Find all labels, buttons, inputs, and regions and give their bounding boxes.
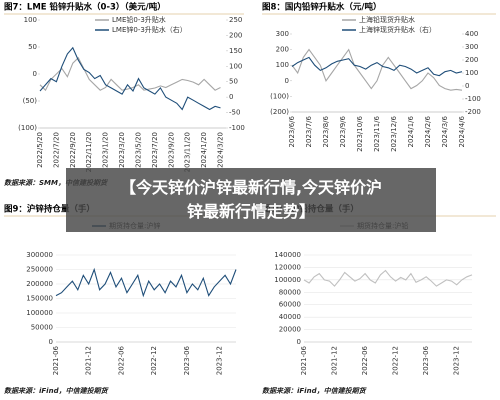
y-tick-label: 200000 <box>26 280 53 288</box>
y-tick-label: 200 <box>276 46 289 54</box>
y2-tick-label: -100 <box>465 95 481 103</box>
chart-title: 图7：LME 铅锌升贴水（0-3）（美元/吨） <box>4 2 166 13</box>
y2-tick-label: 200 <box>465 56 478 64</box>
x-tick-label: 2023/8/6 <box>322 115 330 147</box>
x-tick-label: 2022-06 <box>117 345 125 375</box>
x-tick-label: 2022/7/20 <box>52 132 60 168</box>
y2-tick-label: -100 <box>229 124 245 132</box>
y2-tick-label: 300 <box>465 43 478 51</box>
x-tick-label: 2021-06 <box>52 345 60 375</box>
x-tick-label: 2023/12/6 <box>390 115 398 151</box>
y2-tick-label: 400 <box>465 30 478 38</box>
x-tick-label: 2024/1/20 <box>200 132 208 168</box>
x-tick-label: 2022-12 <box>392 346 400 375</box>
source-note: 数据来源：iFind，中信建投期货 <box>4 386 110 395</box>
x-tick-label: 2024/3/20 <box>217 132 225 168</box>
x-tick-label: 2024/3/6 <box>441 115 449 147</box>
y-tick-label: 0 <box>285 77 289 85</box>
x-tick-label: 2022-06 <box>361 345 369 375</box>
series-line <box>39 46 221 111</box>
x-tick-label: 2022/9/20 <box>69 132 77 168</box>
y-tick-label: 50000 <box>31 324 53 332</box>
x-tick-label: 2023/11/20 <box>184 132 192 172</box>
y2-tick-label: 150 <box>229 47 242 55</box>
y-tick-label: 150000 <box>26 295 53 303</box>
x-tick-label: 2023-12 <box>453 346 461 375</box>
banner: 【今天锌价沪锌最新行情,今天锌价沪 锌最新行情走势】 <box>66 168 436 232</box>
y-tick-label: 40000 <box>279 313 301 321</box>
x-tick-label: 2023-06 <box>422 345 430 375</box>
x-tick-label: 2023/7/20 <box>151 132 159 168</box>
y-tick-label: 0 <box>49 338 53 346</box>
y-tick-label: 50 <box>28 43 37 51</box>
y2-tick-label: -200 <box>465 108 481 116</box>
y-tick-label: (50) <box>23 97 38 105</box>
x-tick-label: 2022/11/20 <box>85 132 93 172</box>
legend-label: LME锌0-3升贴水（右） <box>112 25 187 34</box>
y2-tick-label: 250 <box>229 16 242 24</box>
chart-title: 图8：国内铅锌升贴水（元/吨） <box>262 2 382 13</box>
y-tick-label: 0 <box>297 338 301 346</box>
y2-tick-label: 0 <box>465 82 469 90</box>
x-tick-label: 2023/3/20 <box>118 132 126 168</box>
x-tick-label: 2023/6/6 <box>288 115 296 147</box>
y-tick-label: 250000 <box>26 266 53 274</box>
y-tick-label: 20000 <box>279 326 301 334</box>
x-tick-label: 2022/5/20 <box>36 132 44 168</box>
source-note: 数据来源：SMM，中信建投期货 <box>4 178 109 187</box>
y2-tick-label: 0 <box>229 93 233 101</box>
y-tick-label: 100 <box>24 16 37 24</box>
x-tick-label: 2024/2/6 <box>424 115 432 147</box>
legend-label: LME铅0-3升贴水 <box>112 15 166 24</box>
series-line <box>55 267 237 298</box>
x-tick-label: 2023-06 <box>183 345 191 375</box>
y-tick-label: 100 <box>276 61 289 69</box>
x-tick-label: 2023/9/6 <box>339 115 347 147</box>
x-tick-label: 2022-12 <box>150 346 158 375</box>
x-tick-label: 2021-12 <box>331 346 339 375</box>
series-line <box>39 56 221 92</box>
source-note: 数据来源：iFind，中信建投期货 <box>262 386 368 395</box>
x-tick-label: 2021-12 <box>85 346 93 375</box>
y-tick-label: 120000 <box>274 263 301 271</box>
y-tick-label: 140000 <box>274 251 301 259</box>
y-tick-label: 0 <box>33 70 37 78</box>
x-tick-label: 2023/5/20 <box>134 132 142 168</box>
banner-line: 锌最新行情走势】 <box>186 202 315 221</box>
legend-label: 上海铅现货升贴水 <box>359 15 415 24</box>
y2-tick-label: 100 <box>465 69 478 77</box>
x-tick-label: 2023/10/6 <box>356 115 364 151</box>
series-line <box>303 269 473 287</box>
banner-line: 【今天锌价沪锌最新行情,今天锌价沪 <box>119 178 383 197</box>
series-line <box>291 48 463 91</box>
x-tick-label: 2023/11/6 <box>373 115 381 151</box>
y-tick-label: 100000 <box>26 309 53 317</box>
x-tick-label: 2023/1/20 <box>102 132 110 168</box>
x-tick-label: 2024/1/6 <box>407 115 415 147</box>
y2-tick-label: 50 <box>229 78 238 86</box>
y-tick-label: 300000 <box>26 251 53 259</box>
y-tick-label: 80000 <box>279 288 301 296</box>
y2-tick-label: 200 <box>229 31 242 39</box>
x-tick-label: 2023-12 <box>216 346 224 375</box>
y-tick-label: (200) <box>270 108 289 116</box>
chart-title: 图9：沪锌持仓量（手） <box>4 204 95 215</box>
y-tick-label: 300 <box>276 30 289 38</box>
series-line <box>291 56 463 77</box>
x-tick-label: 2021-06 <box>300 345 308 375</box>
y-tick-label: 100000 <box>274 276 301 284</box>
y-tick-label: (100) <box>18 124 37 132</box>
x-tick-label: 2023/9/20 <box>167 132 175 168</box>
y-tick-label: (100) <box>270 92 289 100</box>
x-tick-label: 2023/7/6 <box>305 115 313 147</box>
y2-tick-label: -50 <box>229 109 240 117</box>
x-tick-label: 2024/4/6 <box>458 115 466 147</box>
legend-label: 上海锌现货升贴水（右） <box>359 25 436 34</box>
y-tick-label: 60000 <box>279 301 301 309</box>
y2-tick-label: 100 <box>229 62 242 70</box>
